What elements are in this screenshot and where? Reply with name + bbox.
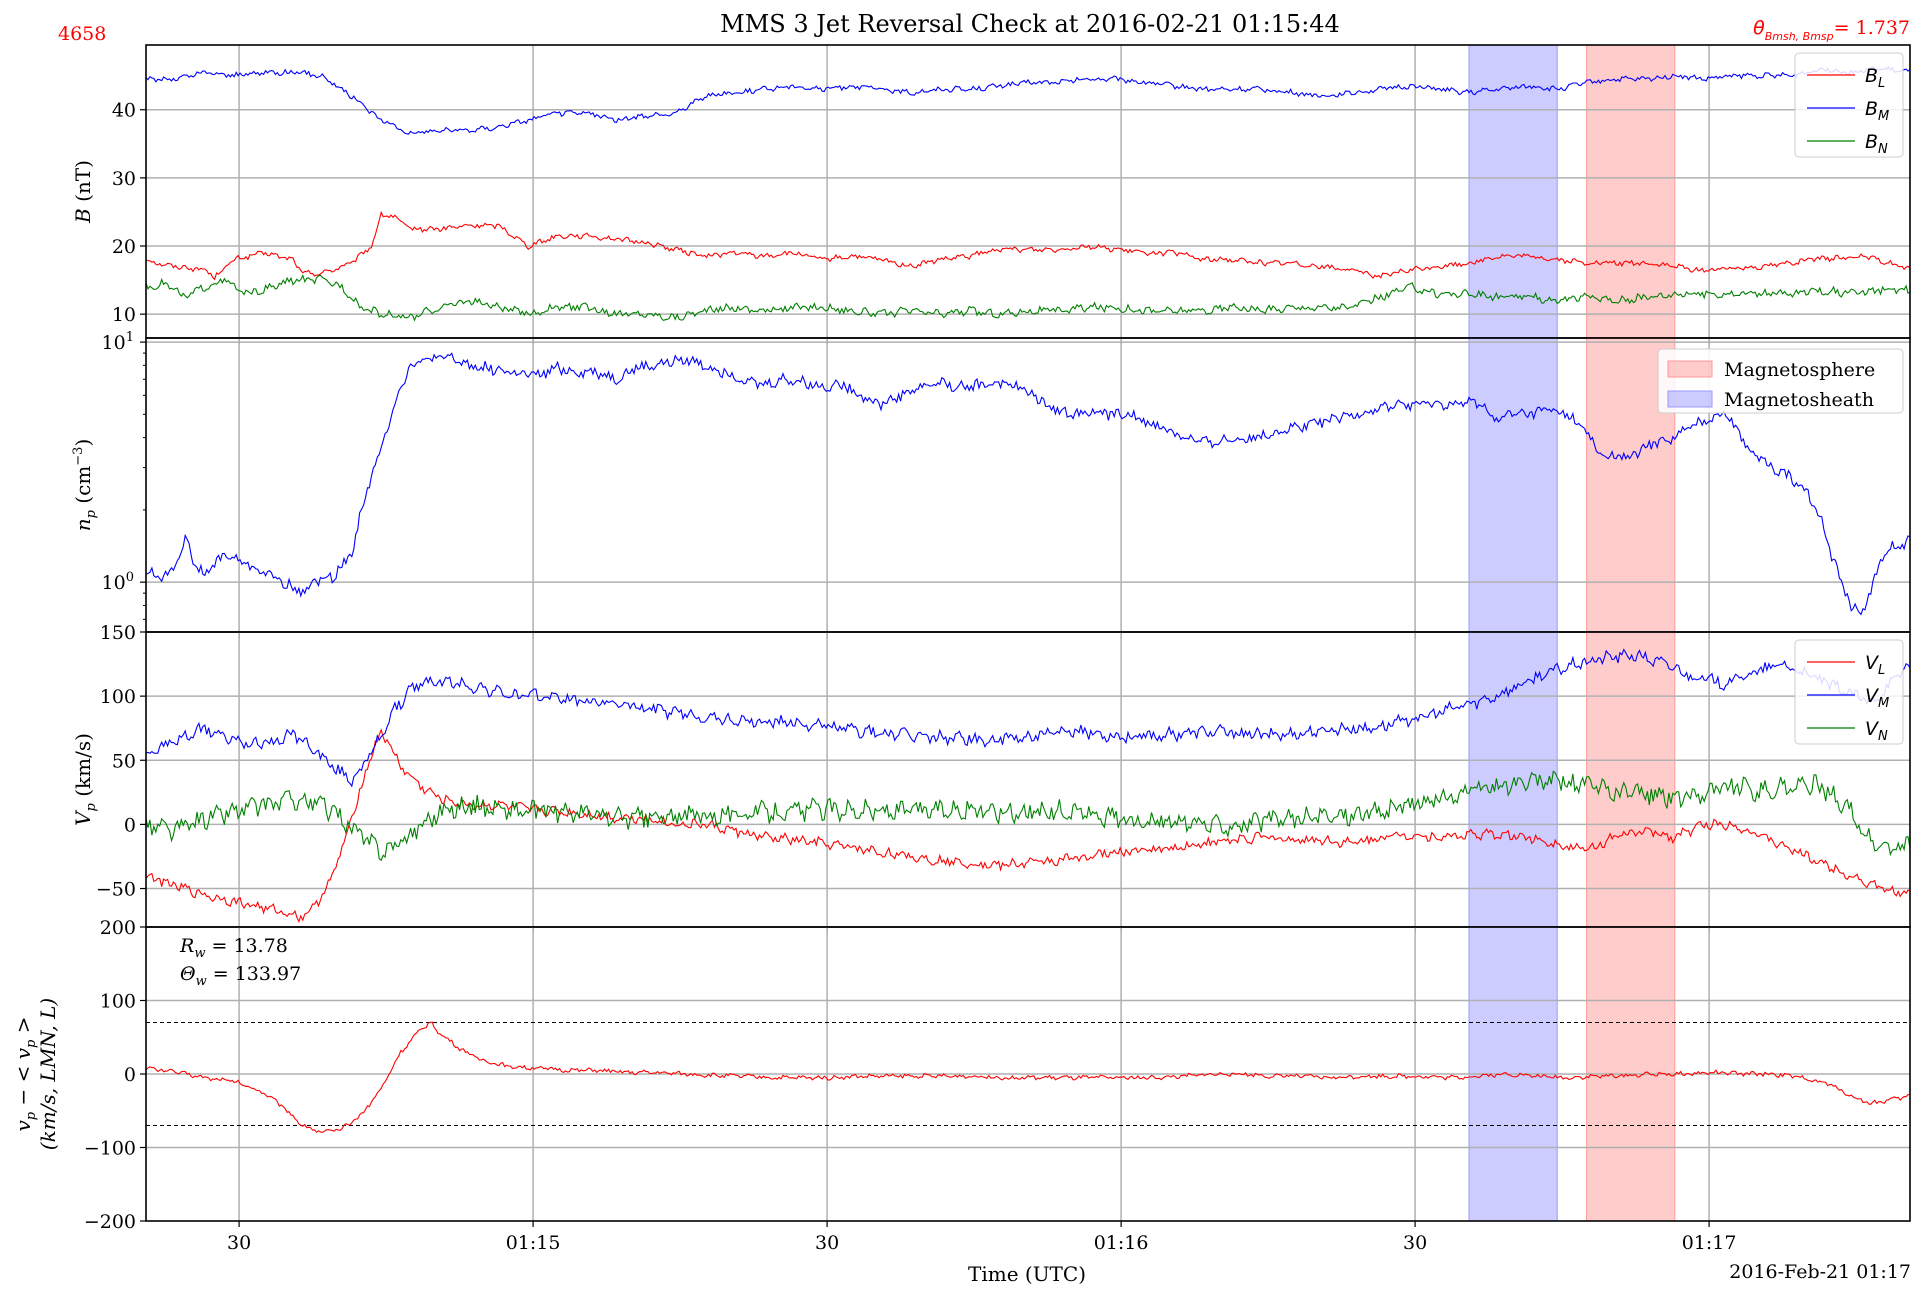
y-tick-label: 0 [124, 814, 136, 836]
y-tick-label: 101 [102, 330, 134, 354]
legend-box [1794, 639, 1904, 745]
y-tick-label: 200 [100, 917, 136, 939]
legend-label: VN [1865, 718, 1888, 744]
y-tick-label: 0 [124, 1064, 136, 1086]
series-group [146, 65, 1910, 322]
shaded-region-magnetosheath [1468, 44, 1558, 339]
y-tick-label: 10 [112, 304, 136, 326]
y-tick-label: 100 [100, 686, 136, 708]
legend-label: BN [1865, 131, 1888, 157]
series-line-n_p [146, 352, 1910, 616]
x-axis-label: Time (UTC) [968, 1262, 1086, 1286]
series-line-b_l [146, 210, 1910, 281]
y-tick-label: 100 [102, 570, 134, 594]
x-tick-label: 01:16 [1094, 1232, 1149, 1254]
y-axis-label: B (nT) [71, 160, 95, 224]
shaded-region-magnetosphere [1586, 44, 1676, 339]
series-group [146, 1021, 1910, 1134]
x-tick-label: 30 [227, 1232, 251, 1254]
legend-label: VL [1865, 652, 1885, 678]
series-group [146, 352, 1910, 616]
y-axis-label: vp − < vp > [11, 1017, 39, 1132]
legend-label: BL [1865, 65, 1885, 91]
y-axis-label: np (cm−3) [71, 439, 99, 532]
shaded-region-magnetosheath [1468, 337, 1558, 633]
theta-symbol: θ [1753, 17, 1765, 39]
panel-dv: 30 01:15 30 01:16 30 01:17 −200 −100 0 100 200 vp −… [11, 917, 1911, 1254]
series-line-b_m [146, 65, 1910, 135]
legend-swatch-magnetosphere [1667, 360, 1713, 378]
y-axis-label: Vp (km/s) [71, 733, 99, 826]
thetaw-annotation: Θw = 133.97 [180, 963, 301, 989]
date-label: 2016-Feb-21 01:17 [1729, 1261, 1911, 1283]
series-line-b_n [146, 274, 1910, 322]
legend-label-magnetosphere: Magnetosphere [1724, 359, 1875, 381]
theta-subscript: Bmsh, Bmsp [1765, 30, 1834, 43]
legend-swatch-magnetosheath [1667, 390, 1713, 408]
plot-panels: 10 20 30 40 B (nT) BL BM BN 100 101 np (cm−3) Magne… [11, 44, 1911, 1254]
y-tick-label: −200 [84, 1211, 136, 1233]
legend-label: BM [1865, 98, 1889, 124]
y-tick-label: 40 [112, 100, 136, 122]
x-tick-label: 30 [815, 1232, 839, 1254]
legend-label: VM [1865, 685, 1889, 711]
panel-V: −50 0 50 100 150 Vp (km/s) VL VM VN [71, 622, 1911, 933]
series-group [146, 648, 1910, 924]
x-tick-label: 01:15 [506, 1232, 561, 1254]
x-tick-label: 01:17 [1682, 1232, 1737, 1254]
y-axis-label-units: (km/s, LMN, L) [36, 998, 60, 1150]
y-tick-label: 50 [112, 750, 136, 772]
y-tick-label: 20 [112, 236, 136, 258]
y-tick-label: 150 [100, 622, 136, 644]
theta-value: = 1.737 [1834, 17, 1910, 39]
shaded-region-magnetosphere [1586, 631, 1676, 928]
series-line-v_n [146, 770, 1910, 862]
y-tick-label: 30 [112, 168, 136, 190]
y-tick-label: −100 [84, 1138, 136, 1160]
theta-label: θBmsh, Bmsp= 1.737 [1753, 17, 1910, 43]
chart-title: MMS 3 Jet Reversal Check at 2016-02-21 0… [720, 10, 1340, 38]
rw-annotation: Rw = 13.78 [179, 935, 288, 961]
series-line-v_m [146, 648, 1910, 788]
panel-frame [145, 926, 1911, 1222]
series-line-v_l [146, 728, 1910, 924]
legend-box-regions [1657, 348, 1904, 414]
legend-box [1794, 52, 1904, 158]
legend-label-magnetosheath: Magnetosheath [1724, 389, 1874, 411]
x-tick-label: 30 [1403, 1232, 1427, 1254]
panel-B: 10 20 30 40 B (nT) BL BM BN [71, 44, 1911, 344]
y-tick-label: 100 [100, 991, 136, 1013]
series-line-δv_l [146, 1021, 1910, 1134]
y-tick-label: −50 [96, 879, 136, 901]
panel-n: 100 101 np (cm−3) Magnetosphere Magnetosheat… [71, 330, 1911, 638]
event-id-label: 4658 [58, 23, 106, 45]
